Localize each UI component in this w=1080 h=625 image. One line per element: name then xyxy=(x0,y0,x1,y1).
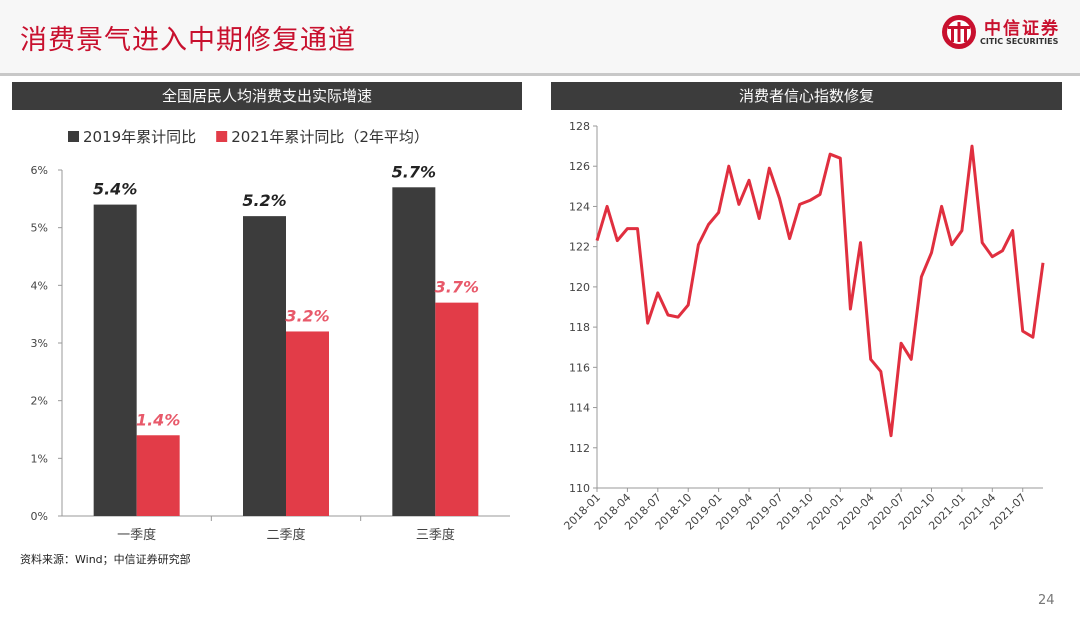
data-label: 1.4% xyxy=(136,410,180,429)
bar xyxy=(93,204,137,516)
y-tick-label: 114 xyxy=(569,402,590,415)
series-line xyxy=(595,144,1045,438)
legend-swatch xyxy=(68,131,79,142)
y-tick-label: 0% xyxy=(31,510,48,523)
y-tick-label: 5% xyxy=(31,222,48,235)
slide-header xyxy=(0,0,1080,76)
data-label: 5.4% xyxy=(93,180,137,199)
source-note: 资料来源：Wind；中信证券研究部 xyxy=(20,553,191,566)
y-tick-label: 1% xyxy=(31,452,48,465)
bar xyxy=(286,331,329,516)
legend-label: 2021年累计同比（2年平均） xyxy=(231,128,429,146)
y-tick-label: 124 xyxy=(569,200,590,213)
y-tick-label: 110 xyxy=(569,482,590,495)
header-divider xyxy=(0,73,1080,76)
y-tick-label: 4% xyxy=(31,279,48,292)
y-tick-label: 2% xyxy=(31,395,48,408)
line-chart: 1101121141161181201221241261282018-01201… xyxy=(561,120,1045,533)
y-tick-label: 116 xyxy=(569,361,590,374)
y-tick-label: 3% xyxy=(31,337,48,350)
x-tick-label: 二季度 xyxy=(266,527,305,543)
y-tick-label: 122 xyxy=(569,241,590,254)
data-label: 3.2% xyxy=(285,306,329,325)
bar-chart-title: 全国居民人均消费支出实际增速 xyxy=(12,82,522,110)
logo-name-cn: 中信证券 xyxy=(984,19,1060,39)
citic-logo-icon xyxy=(942,15,976,49)
slide-title: 消费景气进入中期修复通道 xyxy=(20,25,356,56)
bar xyxy=(435,302,479,516)
bar xyxy=(392,187,436,517)
legend-swatch xyxy=(216,131,228,142)
legend-label: 2019年累计同比 xyxy=(83,128,196,146)
bar xyxy=(136,435,180,516)
y-tick-label: 126 xyxy=(569,160,590,173)
data-label: 5.2% xyxy=(242,191,286,210)
line-chart-title: 消费者信心指数修复 xyxy=(551,82,1062,110)
page-number: 24 xyxy=(1038,593,1055,608)
y-tick-label: 120 xyxy=(569,281,590,294)
bar xyxy=(243,216,286,516)
data-label: 5.7% xyxy=(392,162,436,181)
x-tick-label: 三季度 xyxy=(416,527,455,543)
y-tick-label: 112 xyxy=(569,442,590,455)
x-tick-label: 一季度 xyxy=(117,527,156,543)
y-tick-label: 118 xyxy=(569,321,590,334)
data-label: 3.7% xyxy=(435,278,479,297)
y-tick-label: 128 xyxy=(569,120,590,133)
bar-chart: 2019年累计同比 2021年累计同比（2年平均） 0% 1% 2% 3% 4% 5% 6% 5.… xyxy=(31,128,510,543)
logo-name-en: CITIC SECURITIES xyxy=(980,37,1059,46)
y-tick-label: 6% xyxy=(31,164,48,177)
